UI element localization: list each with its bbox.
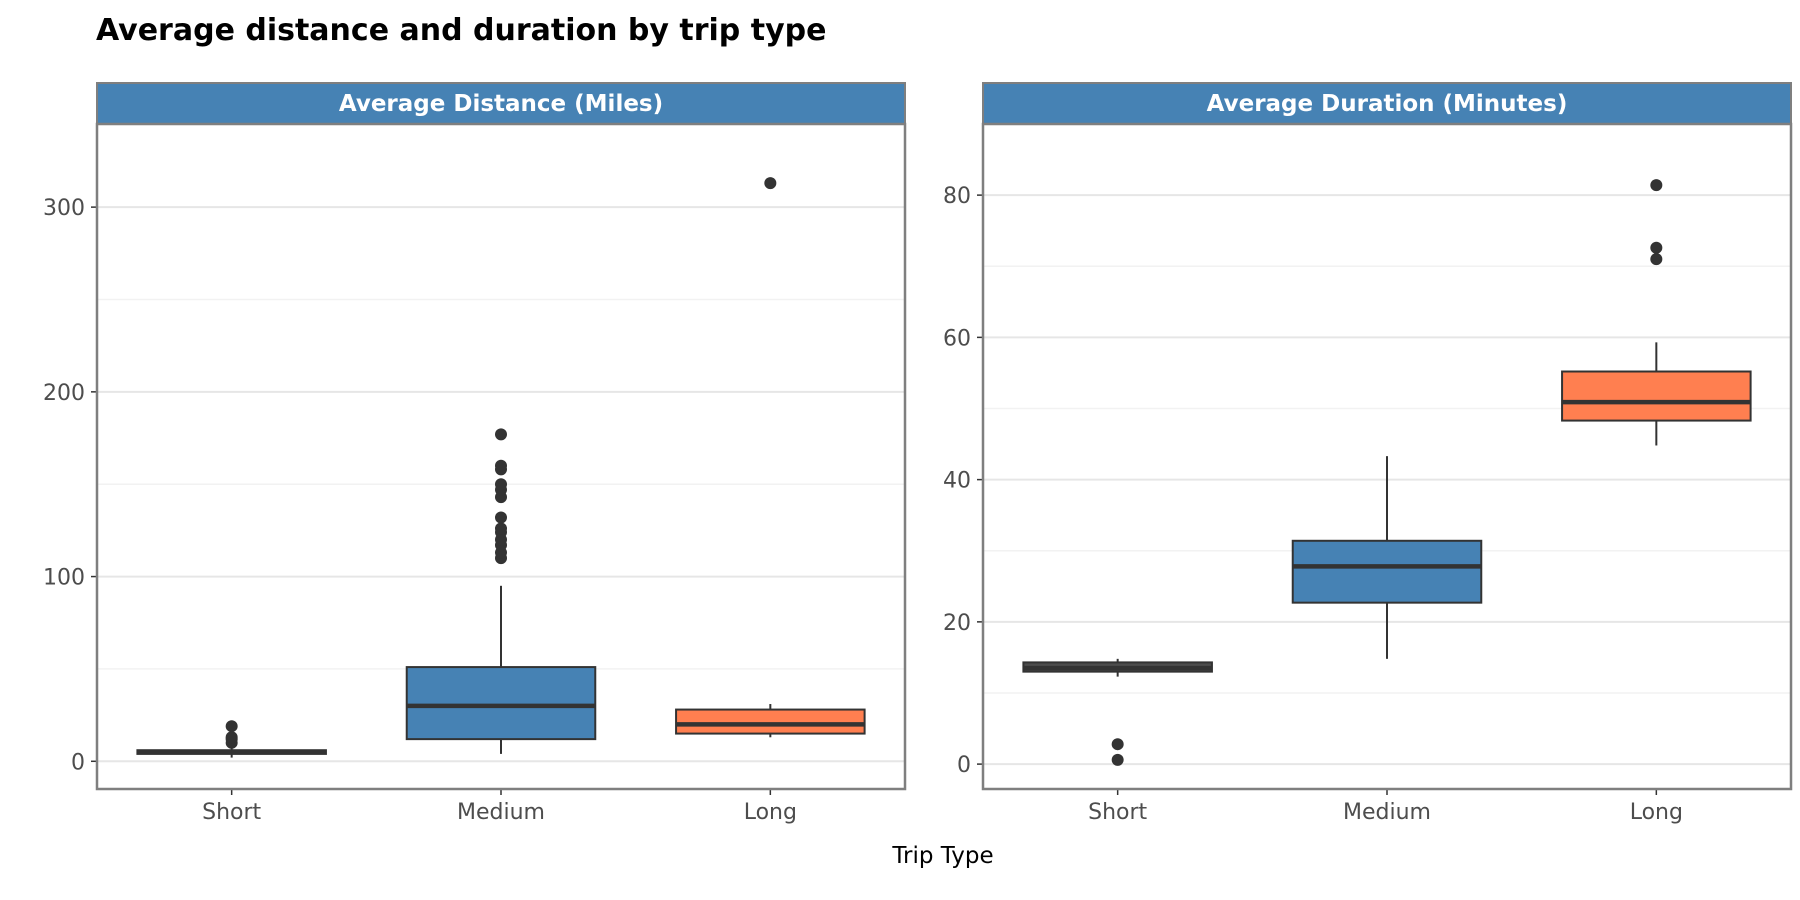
outlier-point [1111, 738, 1124, 751]
outlier-point [225, 720, 238, 733]
outlier-point [1650, 241, 1663, 254]
y-tick-label: 20 [943, 611, 971, 636]
outlier-point [225, 731, 238, 744]
y-tick-label: 80 [943, 184, 971, 209]
facet-panel-2: 0 20 40 60 80 Short Medium Long Average Duration… [943, 82, 1793, 825]
outlier-point [495, 459, 507, 472]
y-tick-label: 0 [957, 753, 971, 778]
y-tick-label: 0 [71, 750, 85, 775]
outlier-point [1111, 753, 1124, 766]
outlier-point [1650, 253, 1663, 266]
box-iqr [405, 666, 597, 741]
outlier-point [495, 428, 507, 441]
x-tick-label: Long [1630, 800, 1683, 825]
y-tick-label: 300 [43, 196, 85, 221]
outlier-point [495, 511, 507, 524]
y-tick-label: 200 [43, 381, 85, 406]
facet-panel-1: 0 100 200 300 Short Medium Long Average Distanc… [43, 82, 907, 825]
box-long [675, 177, 866, 738]
y-tick-label: 60 [943, 326, 971, 351]
chart-title: Average distance and duration by trip ty… [96, 13, 826, 48]
x-tick-label: Medium [1343, 800, 1431, 825]
x-tick-label: Long [744, 800, 797, 825]
box-short [1022, 658, 1213, 766]
facet-strip [982, 82, 1792, 125]
box-iqr [675, 708, 866, 735]
outlier-point [495, 522, 507, 535]
box-iqr [1291, 539, 1483, 604]
box-short [136, 720, 327, 758]
box-medium [1291, 456, 1483, 659]
facet-strip-title: Average Distance (Miles) [339, 91, 663, 117]
x-axis-title: Trip Type [891, 843, 993, 869]
outlier-point [495, 478, 507, 491]
x-tick-label: Medium [457, 800, 545, 825]
y-tick-label: 100 [43, 566, 85, 591]
box-long [1561, 179, 1752, 446]
outlier-point [764, 177, 777, 190]
y-tick-label: 40 [943, 469, 971, 494]
x-tick-label: Short [1088, 800, 1147, 825]
box-iqr [1561, 370, 1752, 422]
facet-strip-title: Average Duration (Minutes) [1207, 91, 1568, 117]
facet-strip [96, 82, 906, 125]
box-medium [405, 428, 597, 754]
panel-border [981, 122, 1793, 791]
outlier-point [1650, 179, 1663, 192]
panel-border [95, 122, 907, 791]
x-tick-label: Short [202, 800, 261, 825]
